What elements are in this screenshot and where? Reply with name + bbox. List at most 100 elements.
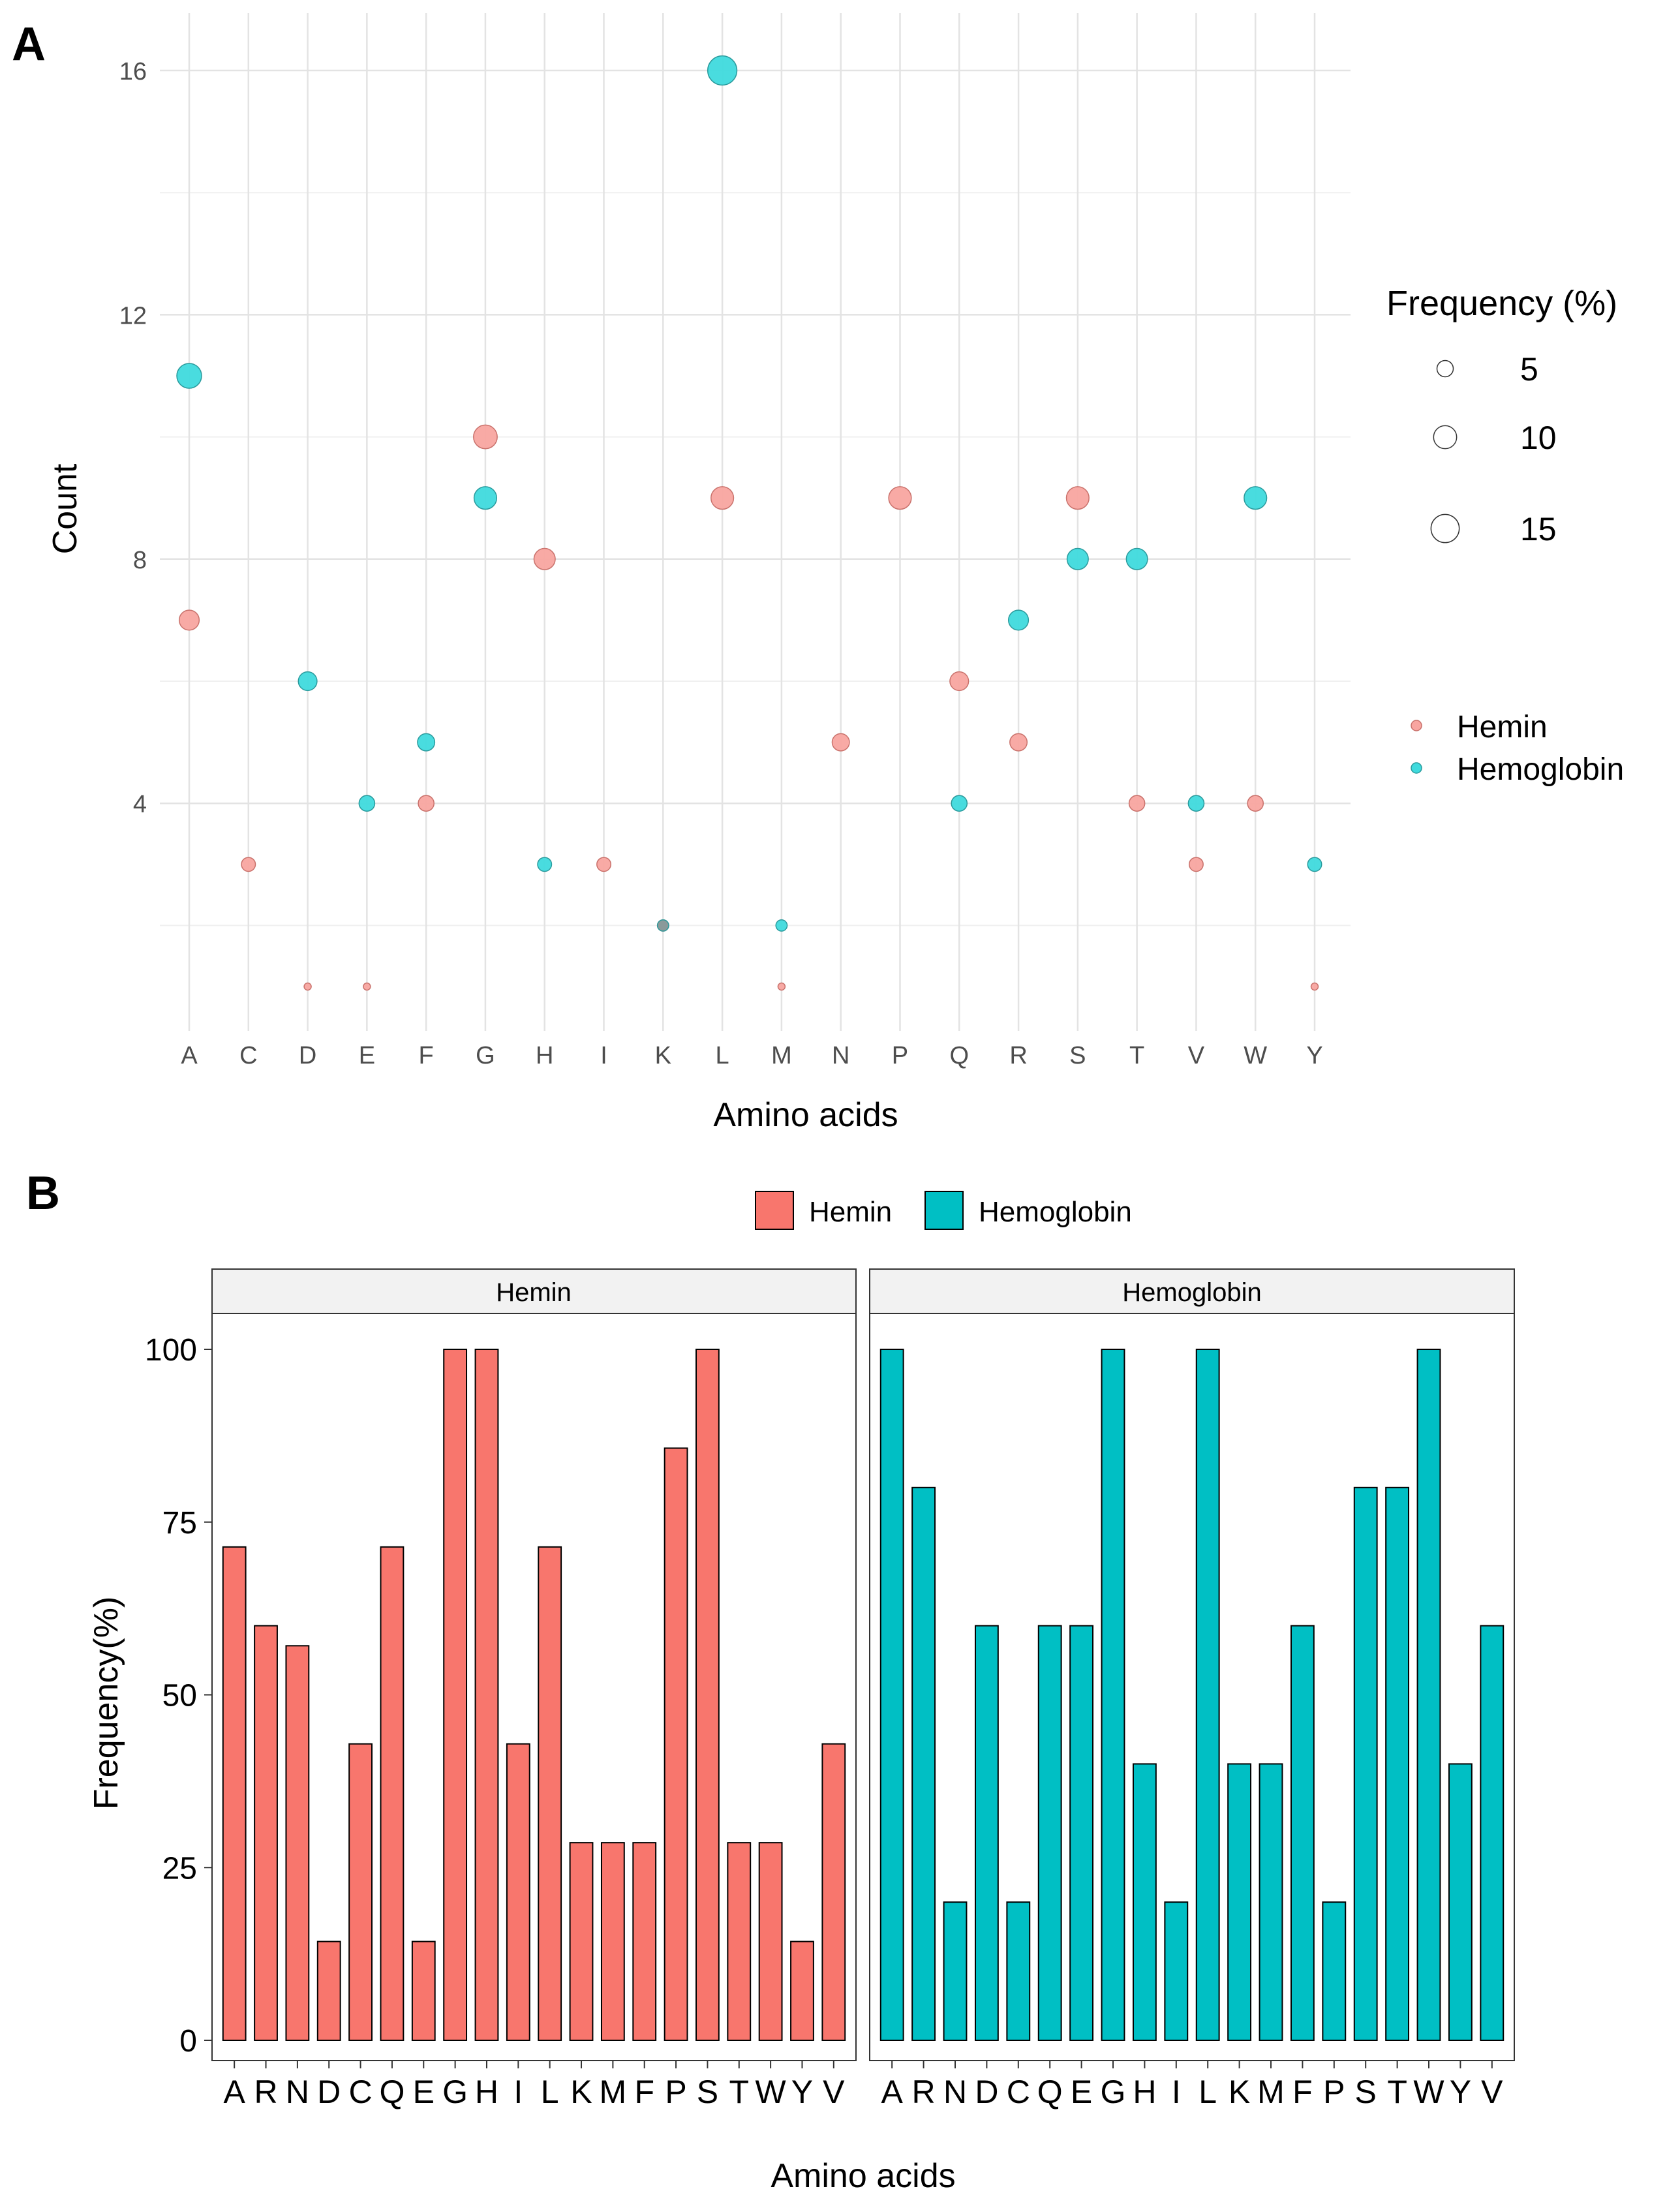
bar-hemin-L <box>538 1546 562 2041</box>
x-tick-label: Q <box>379 2074 405 2110</box>
bar-hemin-I <box>506 1743 530 2041</box>
bar-hemoglobin-F <box>1290 1625 1315 2042</box>
x-tick-label: L <box>541 2074 559 2110</box>
bar-hemoglobin-C <box>1006 1901 1031 2041</box>
panel-b-legend: Hemin Hemoglobin <box>755 1191 1132 1230</box>
bubble-hemoglobin-K <box>656 919 669 932</box>
legend-key-hemin <box>1411 720 1422 731</box>
panel-b-label: B <box>26 1167 60 1219</box>
bar-hemoglobin-A <box>879 1349 904 2041</box>
x-tick-label: N <box>943 2074 967 2110</box>
bubble-hemoglobin-H <box>537 857 553 872</box>
x-tick-label: A <box>223 2074 245 2110</box>
legend-label-hemin-b: Hemin <box>809 1196 892 1228</box>
bar-hemoglobin-L <box>1195 1349 1220 2041</box>
bar-hemoglobin-I <box>1164 1901 1189 2041</box>
bar-hemin-C <box>348 1743 373 2041</box>
x-tick-label: D <box>299 1042 316 1069</box>
x-tick-label: F <box>1292 2074 1313 2110</box>
bar-hemin-P <box>664 1447 688 2041</box>
panel-a-label: A <box>12 18 46 70</box>
x-tick-label: I <box>600 1042 607 1069</box>
y-tick-label: 25 <box>162 1851 197 1886</box>
x-tick-label: G <box>476 1042 495 1069</box>
bar-hemin-W <box>758 1842 783 2041</box>
x-tick-label: N <box>286 2074 309 2110</box>
x-tick-label: A <box>881 2074 904 2110</box>
x-tick-label: T <box>1387 2074 1407 2110</box>
bubble-hemin-V <box>1188 857 1204 872</box>
bubble-hemin-H <box>533 547 556 570</box>
x-tick-label: S <box>697 2074 718 2110</box>
bar-hemoglobin-H <box>1132 1763 1157 2041</box>
panel-b-x-axis-title: Amino acids <box>771 2157 955 2193</box>
bubble-hemoglobin-V <box>1187 795 1205 812</box>
size-legend-title: Frequency (%) <box>1386 284 1617 323</box>
x-tick-label: G <box>1101 2074 1126 2110</box>
facet-strip-hemin <box>211 1268 857 1314</box>
x-tick-label: E <box>359 1042 375 1069</box>
bubble-hemoglobin-Q <box>951 795 968 812</box>
bubble-hemoglobin-E <box>358 795 376 812</box>
x-tick-label: V <box>1188 1042 1205 1069</box>
x-tick-label: N <box>832 1042 849 1069</box>
x-tick-label: E <box>413 2074 435 2110</box>
y-tick-label: 8 <box>133 547 147 574</box>
bar-hemin-R <box>254 1625 278 2042</box>
bar-hemoglobin-W <box>1416 1349 1441 2041</box>
x-tick-label: P <box>665 2074 686 2110</box>
bubble-hemin-Q <box>949 671 970 692</box>
panel-b: B Hemin Hemoglobin Hemin Hemoglobin 0 25 5… <box>26 1167 1515 2193</box>
bubble-hemin-S <box>1065 486 1090 510</box>
panel-a-color-legend: Hemin Hemoglobin <box>1411 710 1624 787</box>
bar-hemoglobin-P <box>1322 1901 1347 2041</box>
x-tick-label: D <box>975 2074 998 2110</box>
x-tick-label: Q <box>949 1042 969 1069</box>
y-tick-label: 4 <box>133 791 147 818</box>
bar-hemin-F <box>632 1842 657 2041</box>
y-tick-label: 16 <box>119 58 147 85</box>
panel-a-x-axis-title: Amino acids <box>713 1096 898 1134</box>
x-tick-label: H <box>1133 2074 1156 2110</box>
y-tick-label: 50 <box>162 1679 197 1713</box>
bar-hemin-N <box>285 1645 310 2042</box>
x-tick-label: W <box>756 2074 787 2110</box>
x-tick-label: K <box>570 2074 592 2110</box>
bubble-hemin-N <box>831 733 850 752</box>
bar-hemoglobin-G <box>1101 1349 1125 2041</box>
x-tick-label: Y <box>791 2074 813 2110</box>
bar-hemoglobin-D <box>974 1625 999 2042</box>
x-tick-label: K <box>655 1042 671 1069</box>
bar-hemoglobin-K <box>1227 1763 1252 2041</box>
x-tick-label: R <box>1009 1042 1027 1069</box>
bar-hemin-Q <box>380 1546 405 2041</box>
x-tick-label: I <box>513 2074 523 2110</box>
size-legend-label: 10 <box>1520 420 1557 456</box>
panel-b-y-ticks: 0 25 50 75 100 <box>145 1333 212 2059</box>
size-legend-key <box>1436 360 1454 378</box>
bubble-hemin-A <box>178 609 200 631</box>
y-tick-label: 75 <box>162 1506 197 1541</box>
y-tick-label: 0 <box>179 2024 197 2059</box>
x-tick-label: Y <box>1306 1042 1322 1069</box>
x-tick-label: S <box>1355 2074 1377 2110</box>
facet-label-hemin: Hemin <box>496 1278 572 1307</box>
x-tick-label: L <box>716 1042 729 1069</box>
x-tick-label: F <box>634 2074 654 2110</box>
bubble-hemoglobin-L <box>707 55 738 86</box>
bubble-hemin-G <box>473 424 498 450</box>
panel-a-gridlines <box>160 13 1351 1031</box>
panel-a-y-ticks: 4 8 12 16 <box>119 58 147 818</box>
x-tick-label: A <box>181 1042 198 1069</box>
bar-hemoglobin-R <box>911 1486 936 2042</box>
legend-swatch-hemin <box>755 1191 794 1230</box>
facet-label-hemoglobin: Hemoglobin <box>1122 1278 1261 1307</box>
x-tick-label: H <box>536 1042 553 1069</box>
bar-hemin-G <box>443 1349 468 2041</box>
x-tick-label: V <box>823 2074 845 2110</box>
x-tick-label: R <box>912 2074 936 2110</box>
bar-hemin-H <box>474 1349 499 2041</box>
bar-hemin-D <box>316 1940 341 2041</box>
x-tick-label: F <box>419 1042 434 1069</box>
